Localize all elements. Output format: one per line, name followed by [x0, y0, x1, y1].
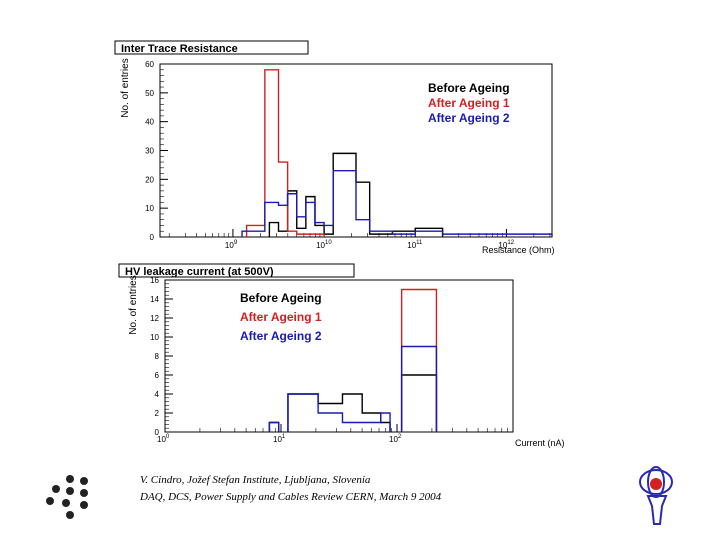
y-tick-label: 30 [145, 147, 154, 156]
x-tick-label: 109 [225, 240, 238, 250]
histogram-bin [279, 205, 288, 237]
logo-dot [66, 475, 74, 483]
logo-dot [66, 511, 74, 519]
y-tick-label: 16 [150, 276, 159, 285]
histogram-bin [265, 70, 279, 237]
y-tick-label: 8 [155, 352, 160, 361]
x-tick-label: 1012 [498, 240, 514, 250]
x-axis-label: Current (nA) [515, 438, 565, 448]
y-tick-label: 20 [145, 175, 154, 184]
histogram-bin [288, 394, 318, 432]
histogram-bin [279, 162, 288, 237]
legend-entry: Before Ageing [240, 291, 322, 305]
footer-event-line: DAQ, DCS, Power Supply and Cables Review… [140, 491, 442, 503]
y-tick-label: 40 [145, 118, 154, 127]
histogram-bin [279, 231, 288, 237]
x-tick-label: 100 [157, 434, 170, 444]
histogram-bin [324, 225, 333, 237]
histogram-bin [318, 413, 342, 432]
logo-dot [80, 501, 88, 509]
chart-title-box [118, 263, 355, 278]
y-axis-label: No. of entries [120, 58, 131, 117]
x-axis-label: Resistance (Ohm) [482, 245, 555, 255]
histogram-bin [356, 182, 370, 237]
histogram-bin [288, 191, 297, 237]
chart-inter-trace-resistance: Inter Trace Resistance No. of entries 0 10 2… [114, 40, 555, 255]
histogram-bin [297, 228, 306, 237]
y-tick-label: 10 [145, 204, 154, 213]
legend-entry: After Ageing 2 [428, 111, 510, 125]
histogram-after-ageing-2 [241, 169, 553, 237]
histogram-bin [415, 228, 442, 237]
histogram-after-ageing-1 [400, 288, 438, 432]
atlas-logo [639, 466, 673, 525]
chart-title-box [114, 40, 309, 55]
y-tick-label: 14 [150, 295, 159, 304]
logo-dot [80, 489, 88, 497]
histogram-bin [381, 423, 390, 433]
histogram-bin [333, 153, 356, 237]
histogram-bin [269, 223, 278, 237]
histogram-before-ageing [268, 374, 438, 432]
histogram-bin [242, 231, 265, 237]
logo-globe [650, 478, 662, 490]
histogram-after-ageing-2 [268, 345, 438, 432]
footer-author-line: V. Cindro, Jožef Stefan Institute, Ljubl… [140, 474, 371, 486]
histogram-bin [402, 375, 437, 432]
histogram-bin [288, 231, 297, 237]
y-tick-label: 10 [150, 333, 159, 342]
logo-figure [646, 495, 668, 525]
y-tick-label: 0 [155, 428, 160, 437]
logo-dot [66, 487, 74, 495]
chart-hv-leakage-current: HV leakage current (at 500V)No. of entri… [118, 263, 565, 448]
histogram-bin [306, 202, 315, 237]
histogram-bin [402, 290, 437, 433]
histogram-bin [333, 171, 356, 237]
y-tick-label: 12 [150, 314, 159, 323]
legend-entry: After Ageing 1 [240, 310, 322, 324]
histogram-bin [265, 202, 279, 237]
logo-dot [52, 485, 60, 493]
histogram-bin [342, 423, 362, 433]
legend-entry: After Ageing 2 [240, 329, 322, 343]
y-axis-label: No. of entries [128, 275, 139, 334]
logo-dot [46, 497, 54, 505]
histogram-after-ageing-1 [245, 69, 325, 237]
histogram-bin [415, 231, 442, 237]
logo-orbit [639, 469, 673, 495]
x-tick-label: 1011 [407, 240, 423, 250]
y-tick-label: 0 [150, 233, 155, 242]
histogram-bin [402, 347, 437, 433]
histogram-bin [318, 404, 342, 433]
x-tick-label: 101 [273, 434, 286, 444]
histogram-bin [342, 394, 362, 432]
logo-dot [80, 477, 88, 485]
legend-entry: After Ageing 1 [428, 96, 510, 110]
y-tick-label: 4 [155, 390, 160, 399]
y-tick-label: 60 [145, 60, 154, 69]
chart-title: HV leakage current (at 500V) [125, 266, 274, 278]
y-tick-label: 6 [155, 371, 160, 380]
legend-entry: Before Ageing [428, 81, 510, 95]
logo-dot [62, 499, 70, 507]
histogram-bin [315, 223, 324, 237]
histogram-bin [269, 423, 278, 433]
chart-title: Inter Trace Resistance [121, 43, 238, 55]
y-tick-label: 50 [145, 89, 154, 98]
plot-frame [164, 279, 514, 433]
histogram-bin [269, 423, 278, 433]
histogram-bin [288, 194, 297, 237]
histogram-bin [315, 225, 324, 237]
x-tick-label: 1010 [316, 240, 332, 250]
histogram-bin [288, 394, 318, 432]
y-tick-label: 2 [155, 409, 160, 418]
dot-cluster-logo [46, 475, 88, 519]
x-tick-label: 102 [389, 434, 402, 444]
